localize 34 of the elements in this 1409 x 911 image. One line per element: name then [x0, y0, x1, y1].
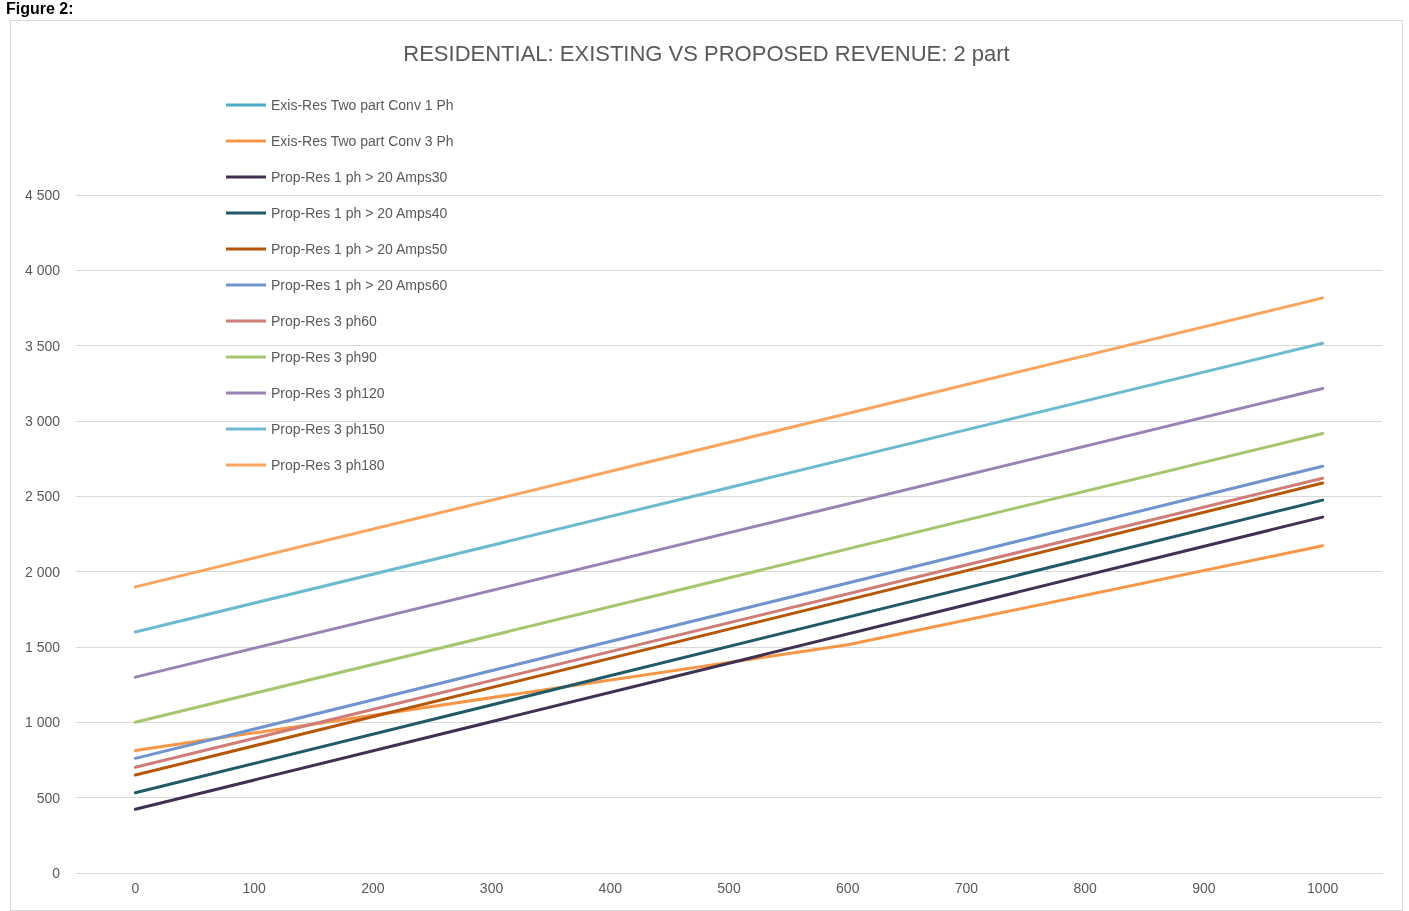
caption: Figure 2:	[4, 0, 76, 18]
x-tick-label: 0	[131, 880, 140, 896]
x-tick-label: 400	[598, 880, 623, 896]
legend-label: Prop-Res 3 ph150	[271, 421, 385, 437]
x-tick-label: 300	[479, 880, 504, 896]
legend-label: Prop-Res 1 ph > 20 Amps30	[271, 169, 448, 185]
x-tick-label: 600	[836, 880, 860, 896]
y-tick-label: 2 500	[24, 488, 61, 505]
legend-label: Exis-Res Two part Conv 1 Ph	[271, 97, 454, 113]
y-tick-label: 3 500	[24, 337, 61, 354]
y-tick-label: 4 500	[24, 187, 61, 203]
y-tick-label: 1 500	[24, 639, 61, 655]
x-tick-label: 900	[1192, 880, 1216, 896]
x-tick-label: 200	[361, 880, 385, 896]
chart-title: RESIDENTIAL: EXISTING VS PROPOSED REVENUE: 2 part	[403, 40, 1010, 66]
legend-label: Prop-Res 1 ph > 20 Amps40	[271, 205, 448, 221]
y-tick-label: 2 000	[24, 563, 61, 580]
x-tick-label: 500	[717, 880, 741, 896]
y-tick-label: 4 000	[24, 262, 61, 279]
legend-label: Prop-Res 1 ph > 20 Amps50	[271, 241, 448, 257]
legend-label: Exis-Res Two part Conv 3 Ph	[271, 133, 454, 149]
x-tick-label: 800	[1073, 880, 1098, 896]
legend-label: Prop-Res 1 ph > 20 Amps60	[271, 277, 448, 293]
y-tick-label: 3 000	[24, 413, 61, 429]
x-tick-label: 1000	[1307, 880, 1339, 896]
legend-label: Prop-Res 3 ph120	[271, 385, 385, 401]
legend-label: Prop-Res 3 ph90	[271, 349, 378, 365]
y-tick-label: 0	[52, 865, 61, 881]
legend-label: Prop-Res 3 ph60	[271, 313, 378, 329]
x-tick-label: 700	[954, 880, 979, 896]
y-tick-label: 500	[36, 789, 61, 806]
y-tick-label: 1 000	[24, 714, 61, 731]
legend-label: Prop-Res 3 ph180	[271, 457, 385, 473]
x-tick-label: 100	[242, 880, 266, 896]
